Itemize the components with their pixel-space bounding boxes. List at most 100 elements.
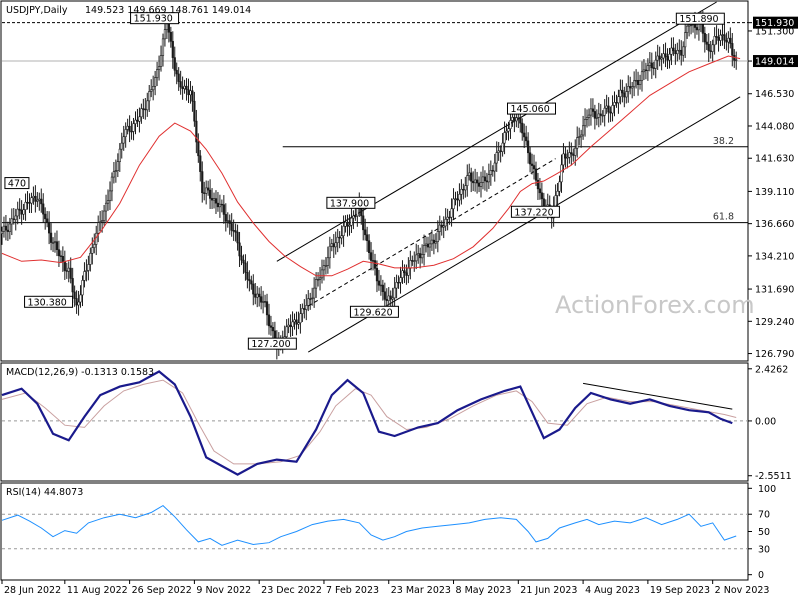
candle-body [104,202,108,212]
candle-body [629,86,632,89]
candle-body [316,279,320,281]
candle-body [177,73,180,82]
price-tick-label: 151.300 [755,26,794,37]
annotation-box-5 [349,305,399,318]
candle-body [291,321,294,327]
candle-body [426,243,430,248]
rsi-title: RSI(14) 44.8073 [6,487,83,498]
rsi-tick-label: 30 [758,544,770,555]
candle-body [676,50,679,55]
x-tick-label: 28 Jun 2022 [4,585,61,596]
candle-body [218,203,222,208]
price-tick-label: 149.014 [755,57,794,68]
candle-body [126,125,129,130]
candle-body [617,96,620,104]
candle-body [112,171,115,178]
candle-body [532,165,536,170]
candle-body [181,86,184,90]
candle-body [340,235,343,239]
candle-body [338,236,341,239]
candle-body [470,172,473,182]
candle-body [672,47,675,52]
candle-body [366,234,369,242]
candle-body [161,38,165,56]
candle-body [705,41,708,45]
candle-body [440,224,443,228]
candle-body [711,44,714,52]
candle-body [230,223,233,231]
candle-body [405,272,408,276]
candle-body [688,24,691,27]
candle-body [85,270,88,272]
candle-body [322,265,326,271]
price-tick-label: 136.660 [755,219,794,230]
candle-body [656,55,659,61]
annotation-137.220: 137.220 [514,207,553,218]
candle-body [646,65,649,71]
annotation-470: 470 [8,179,26,190]
annotation-box-3 [326,196,376,209]
annotation-box-8 [4,177,30,190]
candle-body [474,179,477,184]
candle-body [97,222,100,234]
candle-body [240,255,243,261]
candle-body [403,270,406,274]
candle-body [650,62,653,69]
candle-body [344,221,347,227]
candle-body [155,69,159,79]
candle-body [611,105,614,114]
candle-body [179,81,182,88]
candle-body [585,117,589,120]
candle-body [568,152,571,158]
annotation-box-2 [506,102,556,115]
candle-body [528,152,532,165]
candle-body [703,33,706,43]
candle-body [448,216,451,219]
candle-body [118,148,121,162]
candle-body [515,117,518,122]
candle-body [303,308,306,310]
candle-body [570,152,573,155]
candle-body [22,209,25,215]
candle-body [2,225,6,232]
candle-body [185,85,188,91]
candle-body [309,298,312,300]
candle-body [326,257,329,266]
candle-body [154,77,157,87]
macd-tick-label: 2.4262 [755,364,788,375]
candle-body [295,319,298,325]
candle-body [527,140,530,154]
candle-body [244,262,247,273]
candle-body [10,218,13,225]
candle-body [591,108,595,112]
candle-body [421,254,424,259]
candle-body [501,142,504,152]
candle-body [87,264,90,271]
macd-tick-label: -2.5511 [755,471,792,482]
candle-body [171,41,174,58]
ohlc-readout: 149.523 149.669 148.761 149.014 [85,5,251,16]
candle-body [99,221,102,223]
candle-body [148,91,151,102]
candle-body [89,253,92,265]
candle-body [59,255,62,257]
candle-body [267,314,271,327]
candle-body [452,198,455,210]
candle-body [207,187,210,191]
candle-body [735,59,738,61]
price-tick-label: 129.240 [755,317,794,328]
candle-body [668,53,671,61]
candle-body [609,111,612,114]
rsi-tick-label: 0 [758,570,764,581]
candle-body [462,188,465,191]
candle-body [438,224,441,232]
candle-body [497,150,500,153]
candle-body [409,260,412,269]
candle-body [373,260,377,269]
candle-body [613,102,616,106]
candle-body [138,116,141,122]
candle-body [415,254,418,262]
x-tick-label: 4 Aug 2023 [585,585,640,596]
candle-body [487,174,490,183]
candle-body [199,155,202,172]
